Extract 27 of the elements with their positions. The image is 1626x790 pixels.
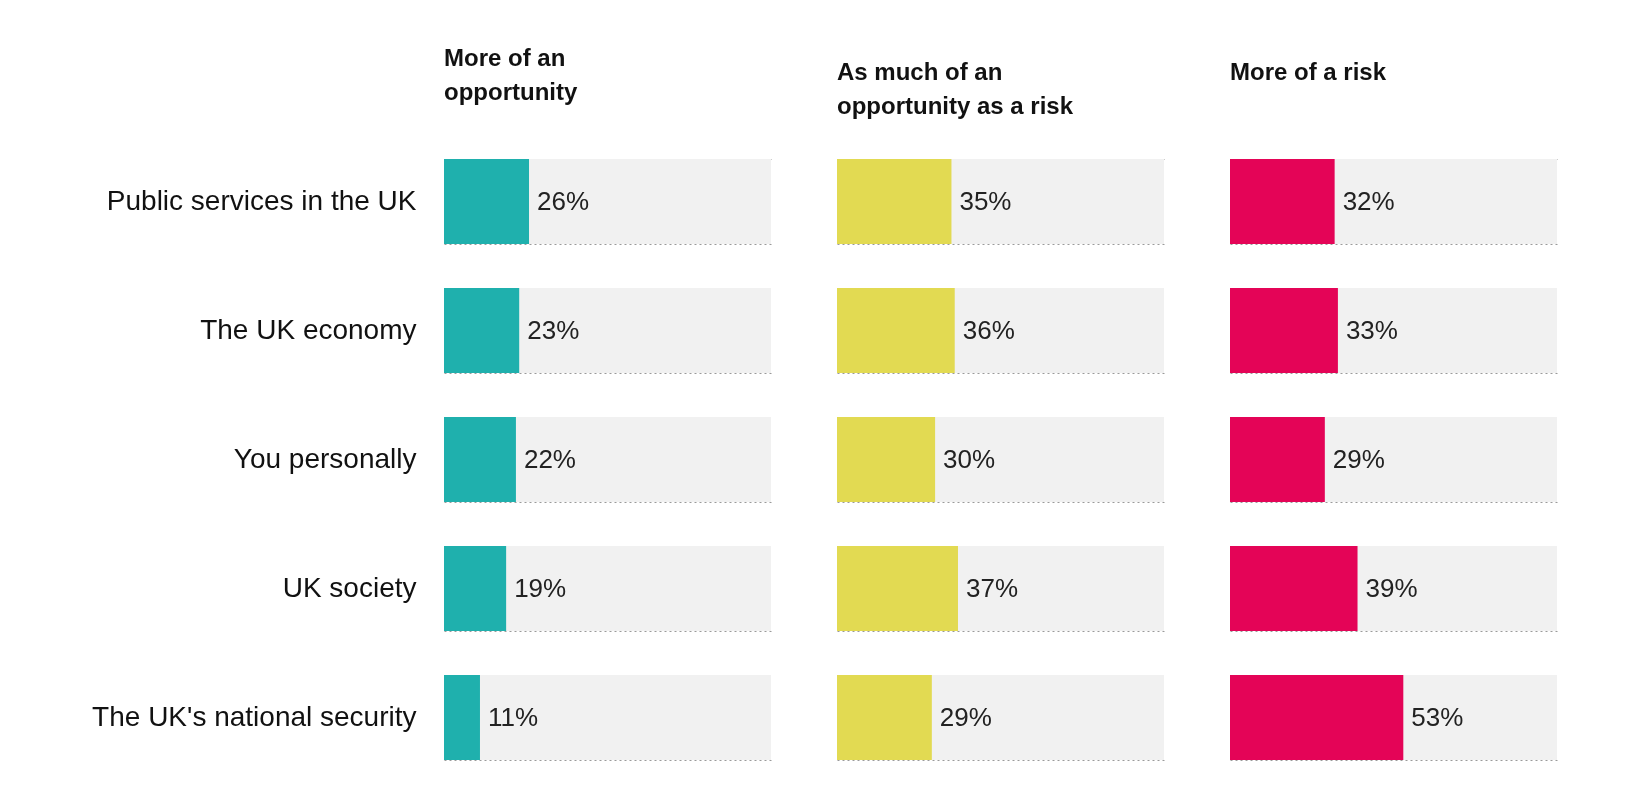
data-label: 53% <box>1411 701 1464 732</box>
data-label: 36% <box>962 314 1015 345</box>
data-label: 11% <box>487 701 539 732</box>
bar <box>444 674 480 761</box>
bar <box>444 545 507 632</box>
data-label: 26% <box>537 185 590 216</box>
bar <box>444 287 520 374</box>
chart-title: More of a risk <box>1230 58 1387 85</box>
data-label: 30% <box>943 443 996 474</box>
data-label: 22% <box>523 443 576 474</box>
data-label: 23% <box>527 314 580 345</box>
data-label: 39% <box>1365 572 1418 603</box>
data-label: 29% <box>1332 443 1385 474</box>
y-tick-label: You personally <box>233 443 417 474</box>
data-label: 29% <box>939 701 992 732</box>
chart-title: As much of an opportunity as a risk <box>837 58 1074 119</box>
chart-title: More of an opportunity <box>444 44 578 105</box>
data-label: 35% <box>959 185 1012 216</box>
data-label: 19% <box>514 572 567 603</box>
y-tick-label: Public services in the UK <box>106 185 417 216</box>
bar <box>444 416 516 503</box>
data-label: 32% <box>1342 185 1395 216</box>
y-tick-label: The UK's national security <box>92 701 417 732</box>
data-label: 33% <box>1345 314 1398 345</box>
y-tick-label: The UK economy <box>200 314 417 345</box>
y-tick-label: UK society <box>282 572 417 603</box>
data-label: 37% <box>965 572 1019 603</box>
